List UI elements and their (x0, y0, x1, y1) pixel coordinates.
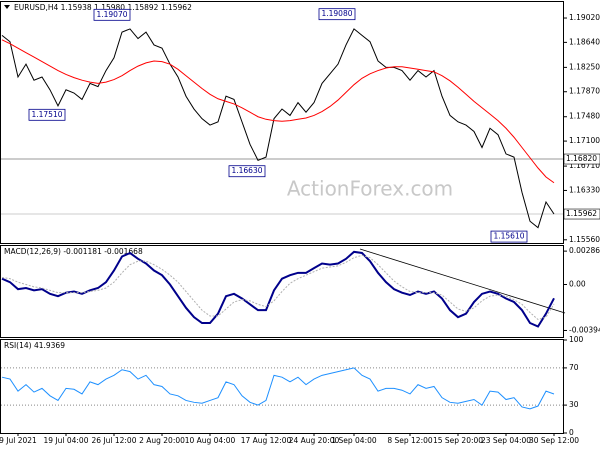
series-line (1, 28, 555, 229)
panel-title: EURUSD,H4 1.15938 1.15980 1.15892 1.1596… (14, 3, 192, 12)
series-line (1, 254, 555, 321)
price-annotation-box (28, 108, 66, 121)
y-tick-label: 0.00 (569, 280, 586, 289)
level-label-box (563, 153, 600, 165)
x-tick-label: 9 Jul 2021 (0, 436, 37, 445)
menu-icon (4, 5, 10, 9)
y-tick-label: 1.17870 (569, 87, 600, 96)
x-tick-label: 8 Sep 12:00 (387, 436, 433, 445)
last-price-box (563, 208, 600, 220)
y-tick-label: 1.15560 (569, 235, 600, 244)
x-tick-label: 17 Aug 12:00 (241, 436, 292, 445)
last-price-label: 1.15962 (566, 209, 597, 218)
price-annotation: 1.19080 (321, 9, 352, 18)
y-tick-label: 1.16330 (569, 185, 600, 194)
y-tick-label: 1.17100 (569, 136, 600, 145)
x-tick-label: 1 Sep 04:00 (331, 436, 377, 445)
level-label: 1.16820 (566, 154, 597, 163)
y-tick-label: -0.00394 (569, 325, 600, 334)
price-annotation: 1.15610 (493, 232, 524, 241)
watermark: ActionForex.com (287, 177, 453, 201)
price-annotation-box (228, 165, 266, 178)
y-tick-label: 70 (569, 363, 579, 372)
price-annotation: 1.16630 (231, 166, 262, 175)
y-tick-label: 100 (569, 335, 584, 344)
trend-line (359, 248, 566, 314)
series-line (1, 250, 555, 328)
x-tick-label: 26 Jul 12:00 (92, 436, 137, 445)
y-tick-label: 1.19020 (569, 13, 600, 22)
x-tick-label: 30 Sep 12:00 (529, 436, 579, 445)
y-tick-label: 1.18640 (569, 37, 600, 46)
price-panel (0, 1, 564, 244)
macd-panel (0, 245, 564, 338)
y-tick-label: 1.17480 (569, 112, 600, 121)
price-annotation-box (318, 8, 356, 21)
panel-title: MACD(12,26,9) -0.001181 -0.001668 (4, 247, 143, 256)
x-tick-label: 24 Aug 20:00 (289, 436, 340, 445)
price-annotation-box (490, 230, 528, 243)
x-tick-label: 10 Aug 04:00 (185, 436, 236, 445)
price-annotation: 1.19070 (96, 10, 127, 19)
x-tick-label: 2 Aug 20:00 (139, 436, 185, 445)
y-tick-label: 0 (569, 428, 574, 437)
x-tick-label: 15 Sep 20:00 (433, 436, 483, 445)
series-line (1, 39, 555, 184)
price-annotation: 1.17510 (31, 110, 62, 119)
y-tick-label: 1.18250 (569, 62, 600, 71)
price-annotation-box (93, 8, 131, 21)
y-tick-label: 30 (569, 400, 579, 409)
x-tick-label: 23 Sep 04:00 (481, 436, 531, 445)
y-tick-label: 1.16710 (569, 161, 600, 170)
x-tick-label: 19 Jul 04:00 (44, 436, 89, 445)
rsi-panel (0, 339, 564, 434)
series-line (1, 367, 555, 410)
y-tick-label: 0.002861 (569, 246, 600, 255)
panel-title: RSI(14) 41.9369 (4, 341, 65, 350)
